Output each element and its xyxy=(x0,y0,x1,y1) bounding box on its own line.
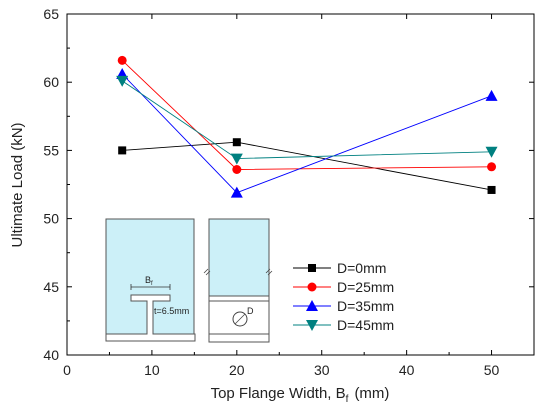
x-tick-label: 40 xyxy=(399,362,415,378)
y-tick-label: 45 xyxy=(43,279,59,295)
data-point xyxy=(230,186,243,198)
series-line xyxy=(121,73,492,194)
thickness-label: t=6.5mm xyxy=(154,306,189,316)
data-point xyxy=(117,55,127,65)
x-axis-title: Top Flange Width, Bf (mm) xyxy=(211,385,390,405)
inset-right-panel-top xyxy=(208,218,270,297)
data-point xyxy=(487,162,497,172)
axis-ticks: 0 10 20 30 40 50 40 45 50 55 60 65 xyxy=(43,6,534,378)
y-tick-label: 40 xyxy=(43,347,59,363)
data-point xyxy=(485,89,498,101)
flange-width-label: Bf xyxy=(145,275,153,287)
x-tick-label: 30 xyxy=(314,362,330,378)
x-axis-title-unit: (mm) xyxy=(354,385,389,402)
x-tick-label: 10 xyxy=(144,362,160,378)
legend-label: D=45mm xyxy=(337,317,394,333)
x-tick-label: 50 xyxy=(484,362,500,378)
i-section-shape xyxy=(105,294,196,342)
x-tick-label: 0 xyxy=(63,362,71,378)
y-axis-title: Ultimate Load (kN) xyxy=(9,122,26,247)
legend-marker xyxy=(308,264,316,272)
data-point xyxy=(232,138,241,147)
break-mark-left xyxy=(203,268,211,276)
y-tick-label: 65 xyxy=(43,6,59,22)
data-point xyxy=(118,146,127,155)
hole-diameter-label: D xyxy=(247,306,254,316)
series-lines xyxy=(121,60,492,194)
data-point xyxy=(230,153,243,165)
data-point xyxy=(487,185,496,194)
series-line xyxy=(121,80,492,160)
legend-marker xyxy=(306,320,318,331)
legend: D=0mm D=25mm D=35mm D=45mm xyxy=(293,260,394,333)
hole-diameter-arrow xyxy=(234,313,246,325)
y-tick-label: 60 xyxy=(43,74,59,90)
data-point xyxy=(116,75,129,87)
legend-label: D=35mm xyxy=(337,298,394,314)
data-point xyxy=(485,146,498,158)
legend-marker xyxy=(307,282,317,292)
break-mark-right xyxy=(265,268,273,276)
cross-section-inset: Bf t=6.5mm D xyxy=(105,218,273,343)
legend-marker xyxy=(306,300,318,311)
x-axis-title-main: Top Flange Width, B xyxy=(211,385,346,402)
x-axis-title-subscript: f xyxy=(346,394,349,405)
y-tick-label: 50 xyxy=(43,211,59,227)
data-point xyxy=(232,164,242,174)
y-tick-label: 55 xyxy=(43,142,59,158)
legend-label: D=25mm xyxy=(337,279,394,295)
legend-label: D=0mm xyxy=(337,260,386,276)
series-markers xyxy=(116,55,498,198)
x-tick-label: 20 xyxy=(229,362,245,378)
